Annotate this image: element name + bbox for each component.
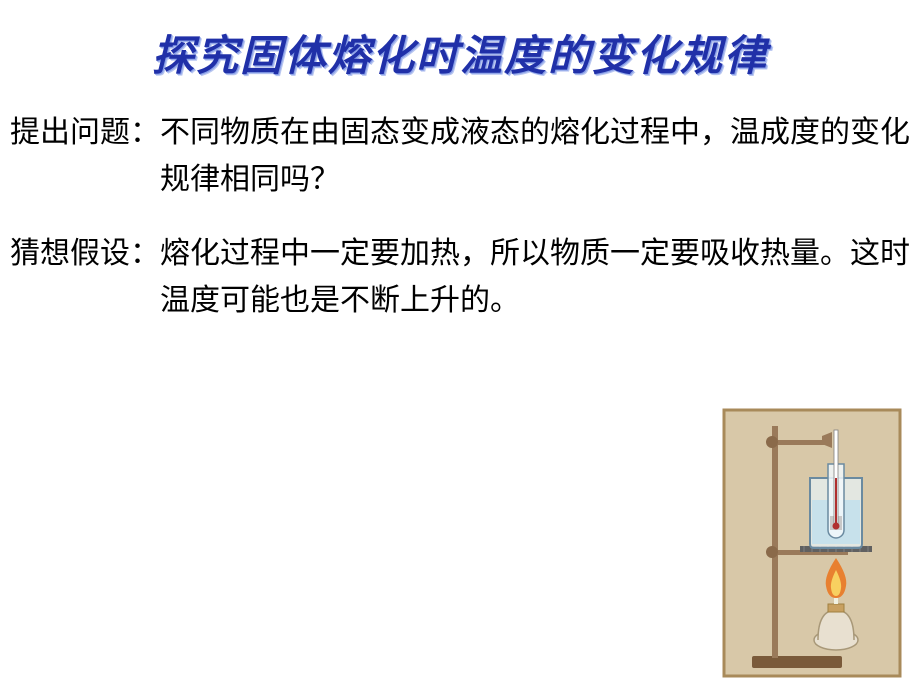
question-label: 提出问题：	[10, 110, 160, 157]
thermometer-liquid	[835, 478, 837, 524]
slide-title: 探究固体熔化时温度的变化规律	[152, 22, 768, 83]
apparatus-svg	[722, 408, 902, 678]
hypothesis-text: 熔化过程中一定要加热，所以物质一定要吸收热量。这时温度可能也是不断上升的。	[160, 231, 910, 324]
hypothesis-block: 猜想假设： 熔化过程中一定要加热，所以物质一定要吸收热量。这时温度可能也是不断上…	[10, 231, 910, 324]
question-block: 提出问题： 不同物质在由固态变成液态的熔化过程中，温成度的变化规律相同吗？	[10, 110, 910, 203]
apparatus-illustration	[722, 408, 902, 678]
thermometer-bulb	[833, 523, 840, 530]
question-text: 不同物质在由固态变成液态的熔化过程中，温成度的变化规律相同吗？	[160, 110, 910, 203]
hypothesis-label: 猜想假设：	[10, 231, 160, 278]
stand-rod	[772, 426, 778, 658]
lamp-cap	[828, 604, 844, 612]
slide-body: 提出问题： 不同物质在由固态变成液态的熔化过程中，温成度的变化规律相同吗？ 猜想…	[0, 90, 920, 324]
slide-title-container: 探究固体熔化时温度的变化规律	[0, 0, 920, 90]
stand-base	[752, 656, 842, 668]
ring-knob	[766, 546, 778, 558]
clamp-upper-knob	[766, 436, 778, 448]
clamp-upper-arm	[778, 440, 826, 445]
